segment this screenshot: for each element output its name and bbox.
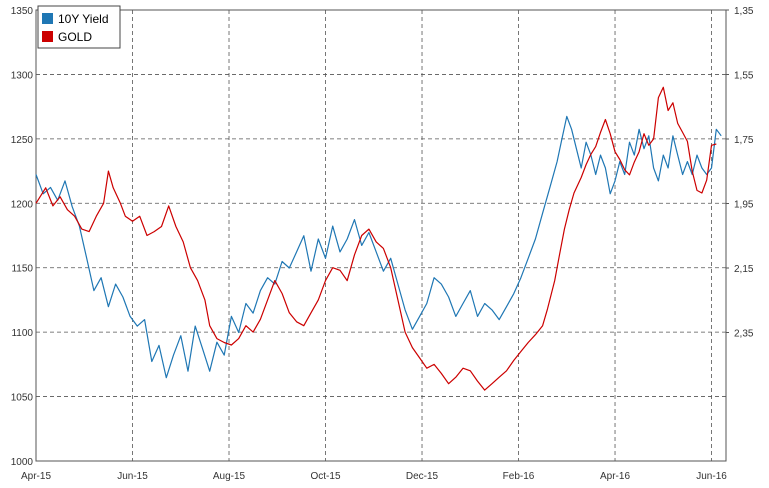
y-right-tick-label: 1,95: [734, 200, 754, 211]
y-right-tick-label: 2,15: [734, 264, 754, 275]
x-tick-label: Jun-15: [117, 471, 148, 482]
legend-swatch-gold: [42, 31, 53, 42]
y-left-tick-label: 1300: [11, 70, 34, 81]
x-tick-label: Apr-15: [21, 471, 51, 482]
legend-label-gold: GOLD: [58, 30, 92, 44]
y-left-tick-label: 1000: [11, 457, 34, 468]
series-line-gold: [35, 86, 717, 391]
legend-label-10y-yield: 10Y Yield: [58, 12, 109, 26]
y-right-tick-label: 1,35: [734, 6, 754, 17]
legend-swatch-10y-yield: [42, 13, 53, 24]
y-left-tick-label: 1350: [11, 6, 34, 17]
x-tick-label: Aug-15: [213, 471, 246, 482]
x-tick-label: Feb-16: [503, 471, 535, 482]
y-left-tick-label: 1200: [11, 199, 34, 210]
x-tick-label: Apr-16: [600, 471, 630, 482]
x-tick-label: Oct-15: [311, 471, 341, 482]
y-right-tick-label: 1,75: [734, 135, 754, 146]
legend: 10Y Yield GOLD: [37, 5, 121, 49]
y-left-tick-label: 1100: [11, 328, 33, 339]
y-right-tick-label: 1,55: [734, 71, 754, 82]
series-layer: [35, 86, 722, 391]
y-left-tick-label: 1250: [11, 135, 34, 146]
plot-frame: [35, 9, 727, 462]
axis-layer: 1000 1050 1100 1150 1200 1250 1300 1350 1,35 1,55…: [11, 6, 754, 482]
x-tick-label: Jun-16: [696, 471, 727, 482]
y-left-tick-label: 1050: [11, 393, 34, 404]
y-right-tick-label: 2,35: [734, 329, 754, 340]
y-left-tick-label: 1150: [11, 264, 33, 275]
grid-layer: [36, 10, 726, 461]
series-line-10y-yield: [35, 115, 722, 379]
x-tick-label: Dec-15: [406, 471, 439, 482]
